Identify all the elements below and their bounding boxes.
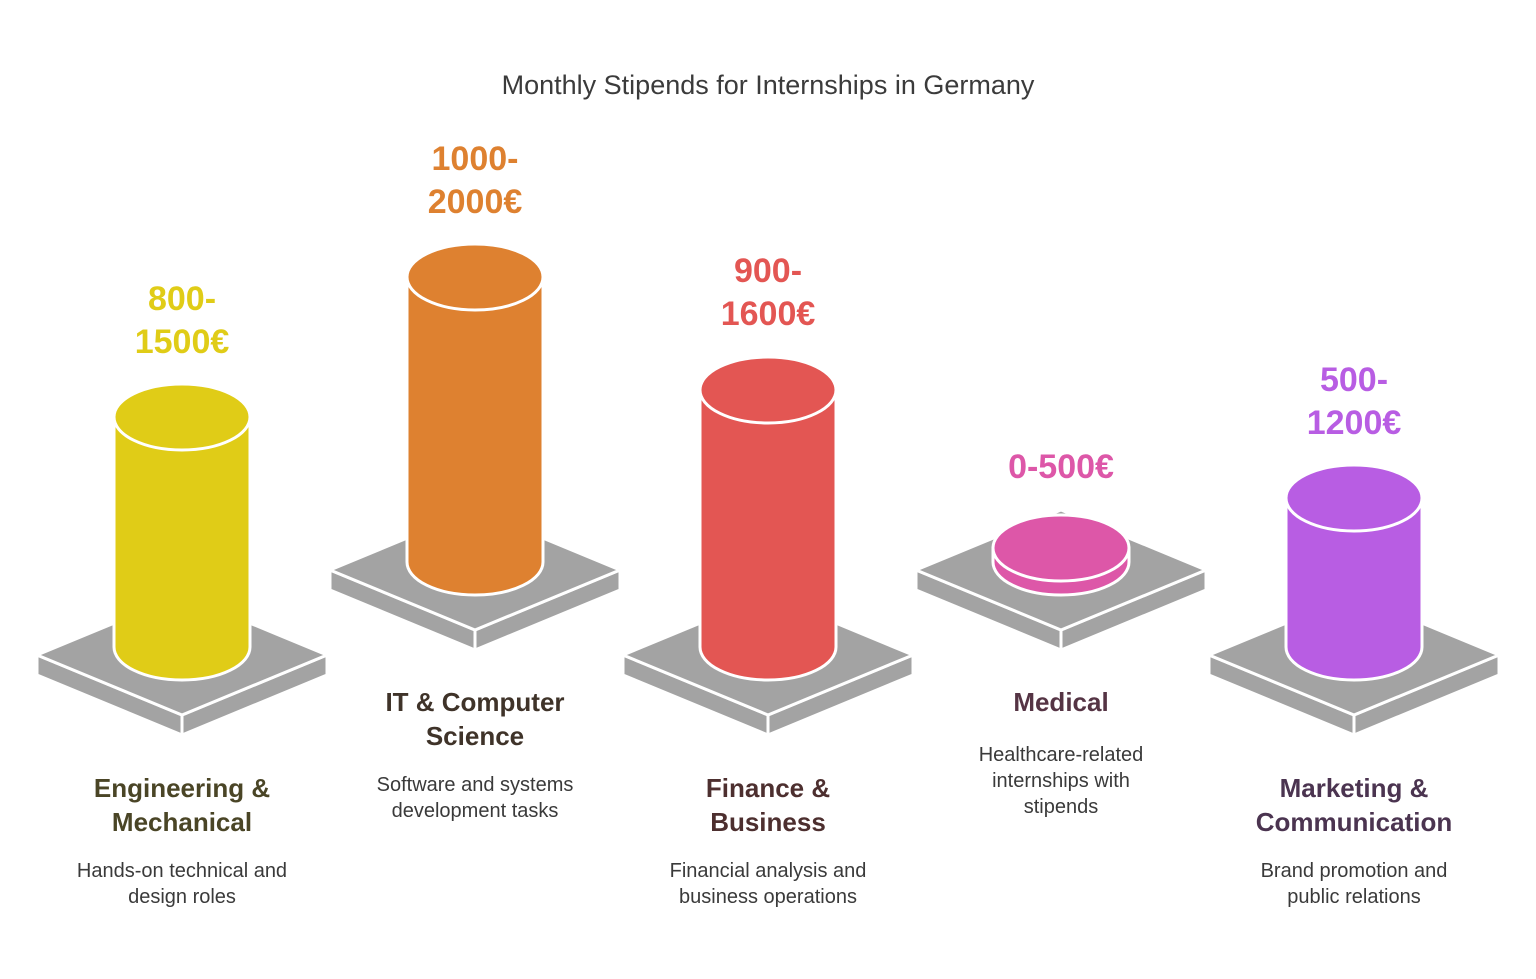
price-line: 900- bbox=[733, 252, 803, 290]
category-title-line: Science bbox=[425, 721, 525, 751]
cylinder-body bbox=[405, 275, 545, 597]
cylinder-group bbox=[912, 508, 1210, 653]
cylinder-top bbox=[991, 513, 1131, 583]
price-line: 1200€ bbox=[1306, 404, 1402, 442]
category-description: Brand promotion and public relations bbox=[1224, 858, 1484, 910]
price-label: 0-500€ bbox=[941, 446, 1181, 489]
category-title-line: Business bbox=[710, 807, 826, 837]
description-line: design roles bbox=[128, 886, 236, 908]
description-line: internships with bbox=[992, 770, 1130, 792]
chart-title: Monthly Stipends for Internships in Germ… bbox=[501, 70, 1035, 100]
description-line: Financial analysis and bbox=[669, 860, 867, 882]
description-line: Healthcare-related bbox=[978, 744, 1144, 766]
category-title: Engineering & Mechanical bbox=[42, 771, 322, 839]
category-description: Hands-on technical and design roles bbox=[52, 858, 312, 910]
description-line: Software and systems bbox=[376, 774, 574, 796]
price-label: 900- 1600€ bbox=[648, 250, 888, 336]
category-title: Medical bbox=[921, 685, 1201, 719]
cylinder-top bbox=[405, 242, 545, 312]
category-title-line: Communication bbox=[1255, 807, 1453, 837]
cylinder-top bbox=[112, 382, 252, 452]
description-line: Brand promotion and bbox=[1260, 860, 1448, 882]
description-line: Hands-on technical and bbox=[76, 860, 288, 882]
price-line: 1000- bbox=[431, 140, 519, 178]
category-title-line: Medical bbox=[1013, 687, 1109, 717]
cylinder-group bbox=[1205, 463, 1503, 738]
price-line: 2000€ bbox=[427, 183, 523, 221]
category-title-line: IT & Computer bbox=[385, 687, 565, 717]
price-line: 500- bbox=[1319, 361, 1389, 399]
price-line: 1600€ bbox=[720, 295, 816, 333]
price-label: 1000- 2000€ bbox=[355, 138, 595, 224]
cylinder-body bbox=[698, 388, 838, 682]
category-title: Marketing & Communication bbox=[1214, 771, 1494, 839]
cylinder-group bbox=[326, 242, 624, 653]
category-title: Finance & Business bbox=[628, 771, 908, 839]
price-line: 800- bbox=[147, 280, 217, 318]
category-description: Healthcare-related internships with stipen… bbox=[931, 742, 1191, 820]
price-label: 800- 1500€ bbox=[62, 278, 302, 364]
description-line: public relations bbox=[1287, 886, 1421, 908]
cylinder-top bbox=[1284, 463, 1424, 533]
cylinder-body bbox=[112, 415, 252, 682]
cylinder-group bbox=[619, 355, 917, 738]
category-title-line: Marketing & bbox=[1279, 773, 1429, 803]
category-title-line: Finance & bbox=[705, 773, 831, 803]
cylinder-top bbox=[698, 355, 838, 425]
description-line: development tasks bbox=[391, 800, 559, 822]
category-description: Software and systems development tasks bbox=[345, 772, 605, 824]
price-label: 500- 1200€ bbox=[1234, 359, 1474, 445]
description-line: stipends bbox=[1023, 796, 1099, 818]
cylinder-group bbox=[33, 382, 331, 738]
category-title-line: Engineering & bbox=[93, 773, 271, 803]
category-description: Financial analysis and business operation… bbox=[638, 858, 898, 910]
category-title: IT & Computer Science bbox=[335, 685, 615, 753]
price-line: 1500€ bbox=[134, 323, 230, 361]
cylinder-body bbox=[1284, 496, 1424, 682]
description-line: business operations bbox=[679, 886, 857, 908]
price-line: 0-500€ bbox=[1008, 448, 1114, 486]
category-title-line: Mechanical bbox=[111, 807, 253, 837]
